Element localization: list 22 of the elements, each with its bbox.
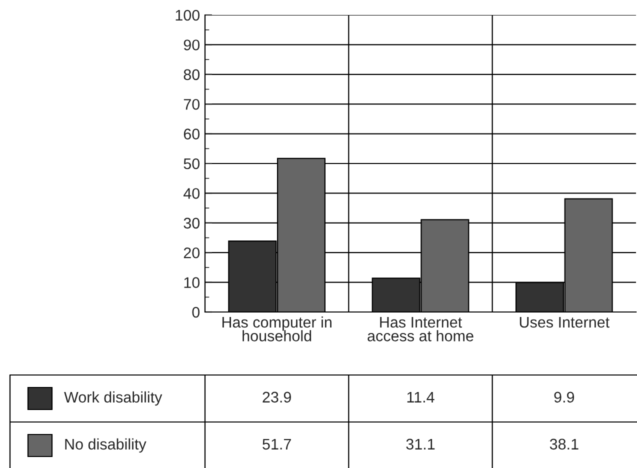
y-tick-label: 60 (184, 128, 200, 140)
legend-label: No disability (65, 438, 146, 453)
x-tick-label: Has computer in household (222, 316, 332, 342)
x-tick-label: Uses Internet (520, 317, 610, 328)
legend-label: Work disability (64, 391, 162, 406)
y-tick-label: 70 (184, 98, 200, 110)
y-tick-label: 0 (192, 306, 200, 318)
data-label: 31.1 (406, 438, 435, 450)
y-tick-label: 100 (176, 10, 200, 21)
y-tick-label: 30 (184, 218, 200, 229)
data-label: 11.4 (407, 392, 434, 402)
y-tick-label: 20 (184, 247, 200, 258)
y-tick-label: 10 (184, 277, 200, 288)
data-label: 23.9 (262, 392, 291, 403)
data-label: 51.7 (262, 438, 291, 450)
x-tick-label: Has Internet access at home (368, 317, 474, 342)
y-tick-label: 50 (184, 158, 200, 170)
y-tick-label: 80 (184, 69, 200, 80)
y-tick-label: 90 (184, 40, 200, 50)
y-tick-label: 40 (184, 188, 200, 199)
data-label: 38.1 (550, 438, 578, 450)
data-label: 9.9 (554, 392, 574, 403)
